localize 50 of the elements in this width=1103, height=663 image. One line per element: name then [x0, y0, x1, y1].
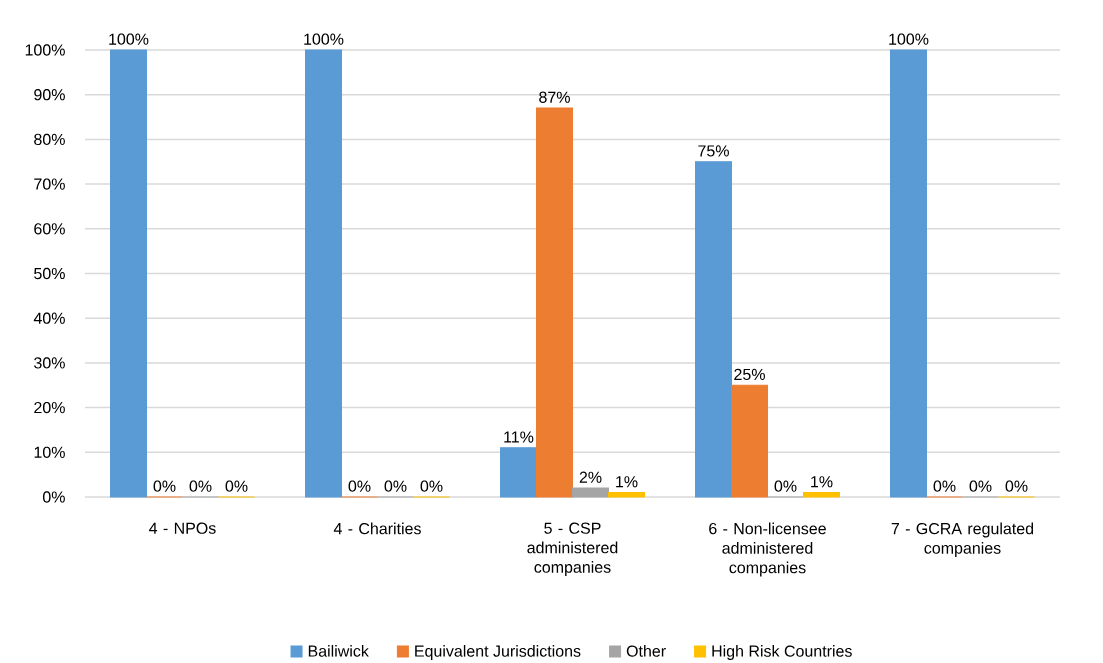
data-label: 0% — [189, 480, 212, 492]
bar — [110, 49, 147, 498]
y-tick-label: 90% — [34, 89, 65, 101]
data-label: 1% — [811, 476, 833, 488]
y-tick-label: 70% — [34, 178, 65, 190]
bar — [572, 487, 610, 498]
data-label: 87% — [539, 91, 570, 103]
data-label: 75% — [698, 145, 729, 157]
x-tick-label: 7 - GCRA regulated companies — [891, 522, 1034, 557]
data-label: 0% — [420, 480, 443, 492]
legend-label: Other — [626, 645, 666, 657]
legend-label: Bailiwick — [308, 645, 369, 657]
x-tick-label: 4 - NPOs — [149, 522, 216, 534]
data-label: 0% — [774, 480, 797, 492]
x-tick-label: 4 - Charities — [333, 522, 421, 535]
data-label: 1% — [616, 476, 638, 488]
data-label: 2% — [579, 471, 602, 483]
data-label: 25% — [734, 368, 765, 381]
y-tick-label: 60% — [34, 223, 65, 235]
y-tick-label: 0% — [42, 491, 65, 503]
y-tick-label: 80% — [34, 133, 65, 146]
data-label: 0% — [1005, 480, 1028, 492]
bar — [536, 107, 574, 498]
y-tick-label: 40% — [33, 312, 65, 324]
bar — [305, 49, 342, 498]
bar — [608, 492, 645, 498]
y-tick-label: 100% — [25, 44, 65, 56]
bar — [695, 161, 733, 498]
data-label: 100% — [304, 33, 344, 45]
legend-label: Equivalent Jurisdictions — [415, 645, 581, 660]
data-label: 0% — [384, 480, 407, 492]
y-tick-label: 20% — [34, 401, 65, 414]
data-label: 0% — [225, 480, 248, 492]
data-label: 11% — [504, 431, 534, 443]
y-tick-label: 30% — [34, 357, 65, 369]
data-label: 0% — [348, 480, 371, 492]
bar — [803, 492, 841, 498]
legend-label: High Risk Countries — [712, 645, 852, 660]
data-label: 0% — [969, 480, 992, 492]
y-tick-label: 10% — [34, 446, 65, 458]
x-tick-label: 5 - CSP administered companies — [527, 522, 618, 577]
bar — [731, 384, 769, 498]
x-tick-label: 6 - Non-licensee administered companies — [709, 522, 826, 577]
bar — [890, 49, 928, 498]
bar — [500, 447, 537, 498]
y-tick-label: 50% — [34, 267, 65, 280]
data-label: 100% — [889, 33, 929, 45]
data-label: 0% — [933, 480, 956, 492]
data-label: 100% — [109, 33, 149, 45]
data-label: 0% — [153, 480, 176, 492]
